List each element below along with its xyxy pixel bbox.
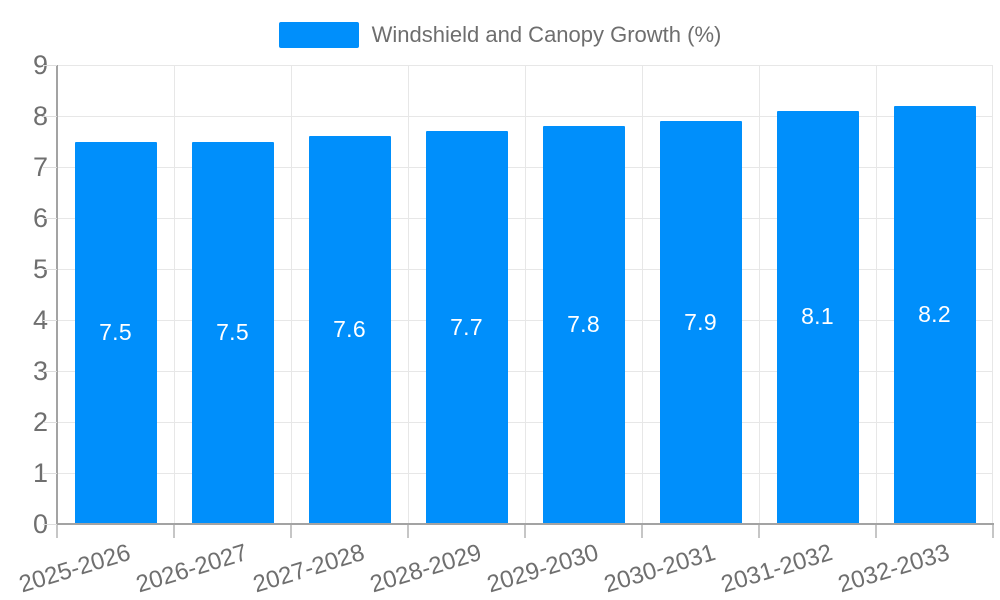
x-tick-label: 2029-2030	[483, 539, 602, 599]
y-tick-label: 0	[32, 509, 48, 539]
x-axis-tick	[875, 525, 877, 538]
y-axis-tick	[43, 115, 57, 117]
gridline-vertical	[524, 65, 526, 524]
x-tick-label: 2025-2026	[15, 539, 134, 599]
y-axis-tick	[43, 472, 57, 474]
y-axis-line	[56, 65, 58, 524]
gridline-vertical	[290, 65, 292, 524]
y-axis-labels: 0 1 2 3 4 5 6 7 8 9	[0, 50, 48, 539]
y-tick-label: 3	[32, 356, 48, 386]
bar-2029-2030[interactable]: 7.8	[542, 126, 625, 524]
bar-value-label: 7.7	[450, 313, 483, 340]
y-tick-label: 7	[32, 152, 48, 182]
y-axis-tick	[43, 268, 57, 270]
gridline-vertical	[875, 65, 877, 524]
bar-value-label: 7.5	[99, 318, 132, 345]
gridline-vertical	[407, 65, 409, 524]
x-tick-label: 2030-2031	[600, 539, 719, 599]
gridline-vertical	[758, 65, 760, 524]
y-axis-tick	[43, 421, 57, 423]
x-tick-label: 2032-2033	[834, 539, 953, 599]
gridline-vertical	[173, 65, 175, 524]
legend-swatch-icon	[278, 22, 359, 48]
x-axis-tick	[290, 525, 292, 538]
y-tick-label: 6	[32, 203, 48, 233]
y-axis-tick	[43, 64, 57, 66]
y-axis-tick	[43, 217, 57, 219]
x-tick-label: 2027-2028	[249, 539, 368, 599]
bar-2028-2029[interactable]: 7.7	[425, 131, 508, 524]
x-axis-tick	[758, 525, 760, 538]
y-axis-tick	[43, 370, 57, 372]
y-axis-tick	[43, 523, 57, 525]
bar-value-label: 8.2	[918, 300, 951, 327]
x-axis-tick	[524, 525, 526, 538]
gridline-vertical	[641, 65, 643, 524]
legend-label: Windshield and Canopy Growth (%)	[371, 22, 722, 47]
y-tick-label: 1	[32, 458, 48, 488]
bar-2026-2027[interactable]: 7.5	[191, 141, 274, 524]
bar-2025-2026[interactable]: 7.5	[74, 141, 157, 524]
bar-value-label: 7.8	[567, 311, 600, 338]
x-axis-tick	[173, 525, 175, 538]
x-tick-label: 2026-2027	[132, 539, 251, 599]
y-tick-label: 5	[32, 254, 48, 284]
y-tick-label: 2	[32, 407, 48, 437]
y-tick-label: 8	[32, 101, 48, 131]
bar-2027-2028[interactable]: 7.6	[308, 136, 391, 524]
gridline-vertical	[991, 65, 993, 524]
x-tick-label: 2031-2032	[717, 539, 836, 599]
y-tick-label: 9	[32, 50, 48, 80]
bar-2032-2033[interactable]: 8.2	[893, 105, 976, 524]
bar-value-label: 7.6	[333, 316, 366, 343]
chart-legend[interactable]: Windshield and Canopy Growth (%)	[0, 20, 1000, 50]
x-axis-tick	[56, 525, 58, 538]
y-axis-tick	[43, 319, 57, 321]
y-axis-tick	[43, 166, 57, 168]
bar-value-label: 7.9	[684, 308, 717, 335]
x-axis-tick	[992, 525, 994, 538]
bar-2030-2031[interactable]: 7.9	[659, 121, 742, 524]
bar-2031-2032[interactable]: 8.1	[776, 110, 859, 524]
x-tick-label: 2028-2029	[366, 539, 485, 599]
y-tick-label: 4	[32, 305, 48, 335]
x-axis-line	[56, 523, 994, 525]
x-axis-tick	[407, 525, 409, 538]
bar-value-label: 7.5	[216, 318, 249, 345]
x-axis-tick	[641, 525, 643, 538]
bar-value-label: 8.1	[801, 303, 834, 330]
plot-area: 7.5 7.5 7.6 7.7 7.8 7.9 8.1 8.2	[57, 64, 993, 524]
